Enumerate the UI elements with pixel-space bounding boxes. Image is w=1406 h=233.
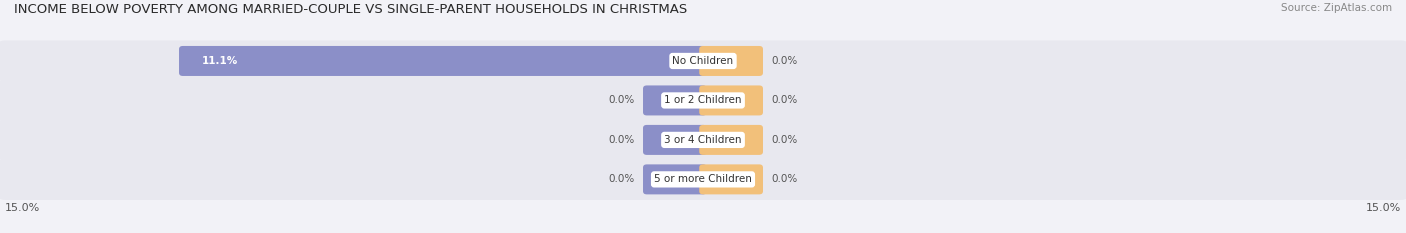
- FancyBboxPatch shape: [699, 86, 763, 115]
- FancyBboxPatch shape: [699, 46, 763, 76]
- Text: 1 or 2 Children: 1 or 2 Children: [664, 96, 742, 106]
- FancyBboxPatch shape: [699, 164, 763, 194]
- FancyBboxPatch shape: [643, 164, 707, 194]
- Text: No Children: No Children: [672, 56, 734, 66]
- FancyBboxPatch shape: [699, 125, 763, 155]
- FancyBboxPatch shape: [0, 159, 1406, 200]
- FancyBboxPatch shape: [0, 41, 1406, 82]
- Text: 5 or more Children: 5 or more Children: [654, 174, 752, 184]
- Text: 15.0%: 15.0%: [4, 203, 39, 213]
- Text: 15.0%: 15.0%: [1367, 203, 1402, 213]
- Text: 0.0%: 0.0%: [609, 96, 636, 106]
- Text: 0.0%: 0.0%: [770, 174, 797, 184]
- Text: 0.0%: 0.0%: [770, 96, 797, 106]
- FancyBboxPatch shape: [179, 46, 707, 76]
- Text: 0.0%: 0.0%: [770, 135, 797, 145]
- Text: INCOME BELOW POVERTY AMONG MARRIED-COUPLE VS SINGLE-PARENT HOUSEHOLDS IN CHRISTM: INCOME BELOW POVERTY AMONG MARRIED-COUPL…: [14, 3, 688, 17]
- Text: 3 or 4 Children: 3 or 4 Children: [664, 135, 742, 145]
- FancyBboxPatch shape: [0, 80, 1406, 121]
- Text: 0.0%: 0.0%: [609, 174, 636, 184]
- Text: 11.1%: 11.1%: [201, 56, 238, 66]
- FancyBboxPatch shape: [643, 86, 707, 115]
- FancyBboxPatch shape: [0, 119, 1406, 161]
- Text: 0.0%: 0.0%: [770, 56, 797, 66]
- FancyBboxPatch shape: [643, 125, 707, 155]
- Text: Source: ZipAtlas.com: Source: ZipAtlas.com: [1281, 3, 1392, 14]
- Text: 0.0%: 0.0%: [609, 135, 636, 145]
